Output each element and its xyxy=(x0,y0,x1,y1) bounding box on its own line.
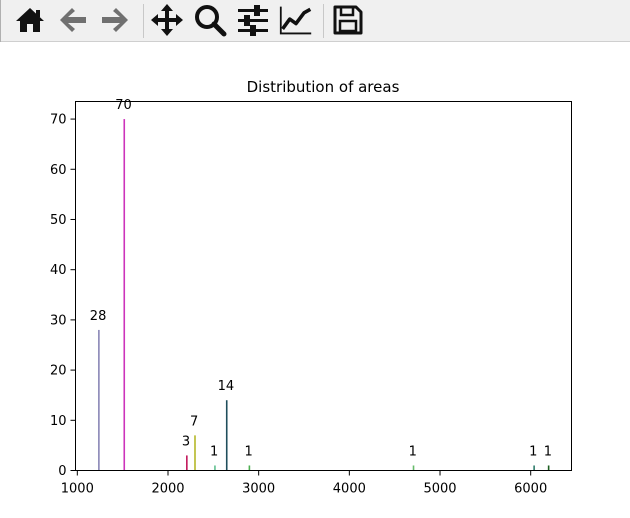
home-button[interactable] xyxy=(13,3,47,37)
y-tick-label: 50 xyxy=(50,213,67,228)
zoom-button[interactable] xyxy=(193,3,227,37)
x-tick-label: 5000 xyxy=(423,482,456,497)
bar-2210 xyxy=(186,455,188,471)
x-tick-label: 2000 xyxy=(151,482,184,497)
arrow-right-icon xyxy=(102,8,128,32)
subplots-button[interactable] xyxy=(236,3,270,37)
bar-value-label: 14 xyxy=(218,379,235,394)
y-tick-label: 0 xyxy=(58,464,66,479)
bar-6200 xyxy=(547,465,550,471)
arrow-left-icon xyxy=(60,8,86,32)
x-axis: 1000 2000 3000 4000 5000 6000 xyxy=(61,470,547,497)
toolbar-edge xyxy=(0,0,1,42)
y-tick-label: 70 xyxy=(50,113,67,128)
bar-2900 xyxy=(248,465,251,471)
bar-2300 xyxy=(194,435,196,471)
bar-6040 xyxy=(533,465,535,471)
y-tick-label: 20 xyxy=(50,364,67,379)
line-chart-icon xyxy=(279,6,312,35)
bar-value-label: 1 xyxy=(244,444,252,459)
bar-value-label: 7 xyxy=(190,414,198,429)
y-tick-label: 60 xyxy=(50,163,67,178)
plot-frame xyxy=(75,101,572,471)
x-tick-label: 3000 xyxy=(242,482,275,497)
bar-value-label: 1 xyxy=(544,444,552,459)
y-tick-label: 30 xyxy=(50,313,67,328)
y-tick-label: 10 xyxy=(50,414,67,429)
x-tick-label: 6000 xyxy=(514,482,547,497)
home-icon xyxy=(16,8,44,32)
y-axis: 0 10 20 30 40 50 60 70 xyxy=(50,113,76,479)
move-icon xyxy=(151,4,183,36)
bar-value-label: 1 xyxy=(409,444,417,459)
bar-1520 xyxy=(123,119,126,471)
x-tick-label: 1000 xyxy=(61,482,94,497)
bar-2650 xyxy=(225,400,228,471)
toolbar xyxy=(0,0,630,42)
pan-button[interactable] xyxy=(150,3,184,37)
bar-value-label: 28 xyxy=(90,309,107,324)
bar-1240 xyxy=(98,329,100,471)
sliders-icon xyxy=(238,5,268,36)
x-tick-label: 4000 xyxy=(333,482,366,497)
zoom-icon xyxy=(195,5,227,37)
bar-value-label: 1 xyxy=(529,444,537,459)
forward-button[interactable] xyxy=(98,3,132,37)
chart-title: Distribution of areas xyxy=(247,78,400,96)
bars-layer xyxy=(98,119,550,471)
bar-value-label: 3 xyxy=(182,434,190,449)
bar-value-label: 1 xyxy=(210,444,218,459)
bar-4710 xyxy=(412,465,415,471)
back-button[interactable] xyxy=(56,3,90,37)
toolbar-separator xyxy=(143,4,144,38)
bar-2520 xyxy=(214,465,216,471)
toolbar-separator xyxy=(323,4,324,38)
floppy-disk-icon xyxy=(333,5,363,35)
edit-axis-button[interactable] xyxy=(279,3,313,37)
bar-value-label: 70 xyxy=(115,98,132,113)
save-button[interactable] xyxy=(331,3,365,37)
y-tick-label: 40 xyxy=(50,263,67,278)
